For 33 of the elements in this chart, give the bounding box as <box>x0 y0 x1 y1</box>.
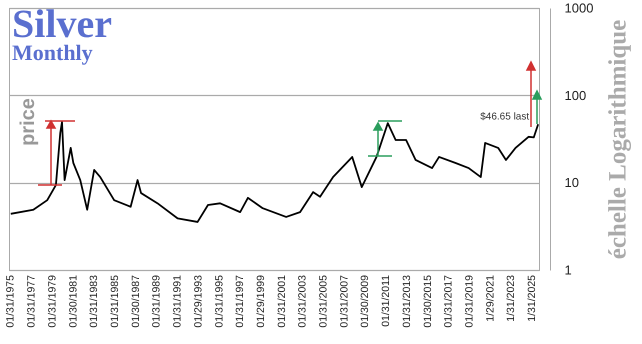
x-tick-label: 01/31/1991 <box>172 274 184 328</box>
x-tick-label: 01/29/1999 <box>254 274 267 328</box>
x-tick-label: 01/31/1985 <box>109 274 122 328</box>
x-tick-label: 01/31/2013 <box>400 274 413 328</box>
y-tick-label: 10 <box>564 175 579 190</box>
x-tick-label: 1/29/2021 <box>484 274 496 322</box>
x-tick-label: 01/31/2007 <box>338 274 350 328</box>
annotation: $46.65 last <box>480 111 530 122</box>
x-tick-label: 01/30/1981 <box>67 274 80 328</box>
y-tick-label: 1000 <box>564 0 594 16</box>
x-tick-label: 01/31/1975 <box>4 274 17 328</box>
y-axis-title: échelle Logarithmique <box>604 20 632 260</box>
x-tick-label: 01/31/2003 <box>296 274 309 328</box>
x-tick-label: 01/31/1977 <box>26 274 38 328</box>
x-tick-label: 01/31/2019 <box>463 274 476 328</box>
x-tick-label: 01/30/2015 <box>422 274 434 328</box>
x-tick-label: 01/31/2001 <box>276 274 288 328</box>
x-tick-label: 01/31/1995 <box>213 274 226 328</box>
x-tick-label: 01/30/2009 <box>359 274 372 328</box>
x-tick-label: 01/31/2005 <box>318 274 330 328</box>
y-tick-label: 100 <box>564 88 586 103</box>
x-tick-label: 01/31/2011 <box>380 274 392 327</box>
x-tick-label: 01/31/2017 <box>442 274 455 328</box>
x-tick-label: 01/31/1983 <box>88 274 100 328</box>
annotation: price <box>17 98 40 146</box>
x-tick-label: 01/31/1989 <box>150 274 163 328</box>
y-tick-label: 1 <box>564 262 572 278</box>
x-tick-label: 01/31/1979 <box>46 274 58 328</box>
x-tick-label: 01/29/1993 <box>192 274 204 328</box>
x-tick-label: 1/31/2023 <box>505 274 518 322</box>
x-tick-label: 01/30/1987 <box>130 274 142 328</box>
x-tick-label: 01/31/1997 <box>234 274 246 328</box>
x-tick-label: 1/31/2025 <box>526 274 538 322</box>
